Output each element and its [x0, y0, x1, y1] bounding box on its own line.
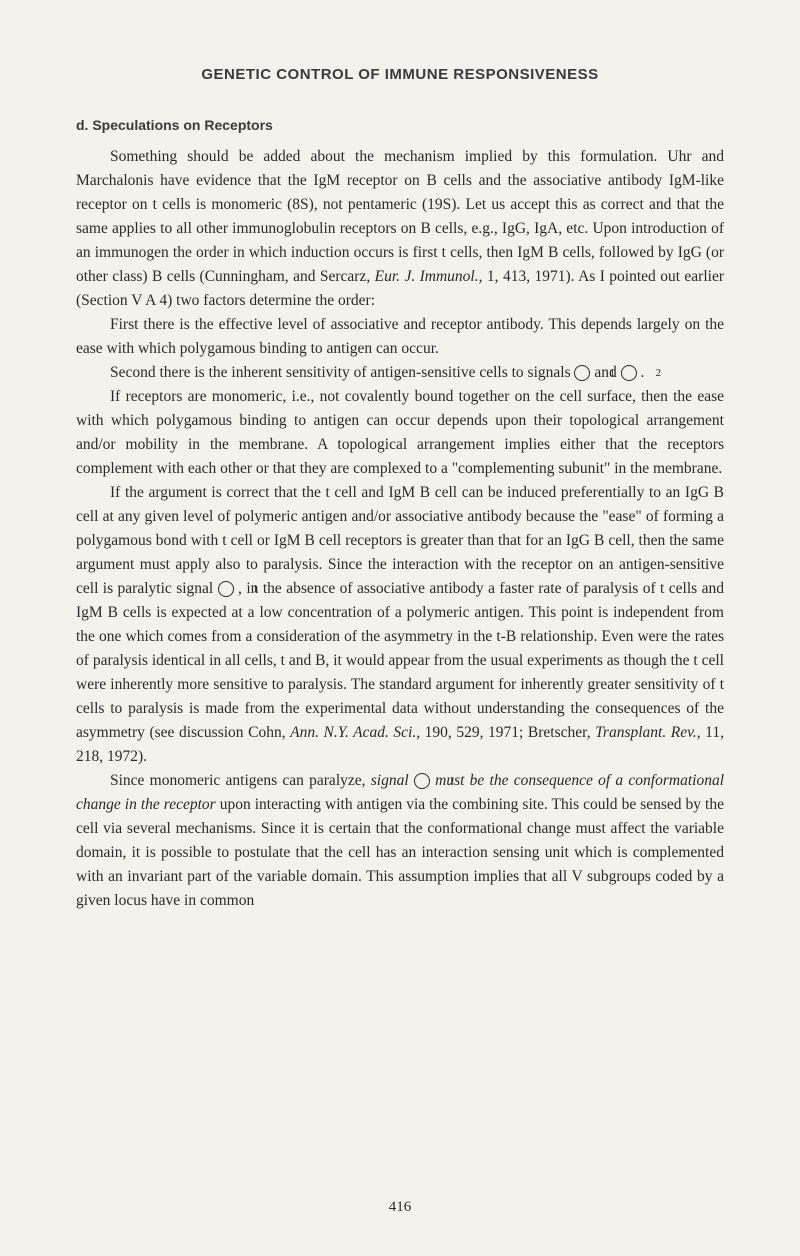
page-number: 416	[0, 1199, 800, 1216]
p6-text-a: Since monomeric antigens can paralyze,	[110, 772, 371, 789]
p1-citation: Eur. J. Immunol.,	[375, 268, 483, 285]
p5-text-b: , in the absence of associative antibody…	[76, 580, 724, 741]
p5-text-d: 190, 529, 1971; Bretscher,	[420, 724, 595, 741]
circled-two-icon: 2	[621, 365, 637, 381]
circled-one-icon: 1	[414, 773, 430, 789]
circled-one-icon: 1	[218, 581, 234, 597]
p6-italic-signal: signal	[371, 772, 409, 789]
paragraph-4: If receptors are monomeric, i.e., not co…	[76, 385, 724, 481]
paragraph-3: Second there is the inherent sensitivity…	[76, 361, 724, 385]
paragraph-2: First there is the effective level of as…	[76, 313, 724, 361]
paragraph-6: Since monomeric antigens can paralyze, s…	[76, 769, 724, 913]
section-subheading: d. Speculations on Receptors	[76, 117, 724, 133]
p1-text-a: Something should be added about the mech…	[76, 148, 724, 285]
p5-citation-2: Transplant. Rev.,	[595, 724, 700, 741]
paragraph-5: If the argument is correct that the t ce…	[76, 481, 724, 769]
p3-text-a: Second there is the inherent sensitivity…	[110, 364, 574, 381]
p5-citation-1: Ann. N.Y. Acad. Sci.,	[290, 724, 420, 741]
p3-text-c: .	[637, 364, 645, 381]
circled-one-icon: 1	[574, 365, 590, 381]
p3-text-b: and	[590, 364, 620, 381]
paragraph-1: Something should be added about the mech…	[76, 145, 724, 313]
page-header: GENETIC CONTROL OF IMMUNE RESPONSIVENESS	[76, 66, 724, 83]
